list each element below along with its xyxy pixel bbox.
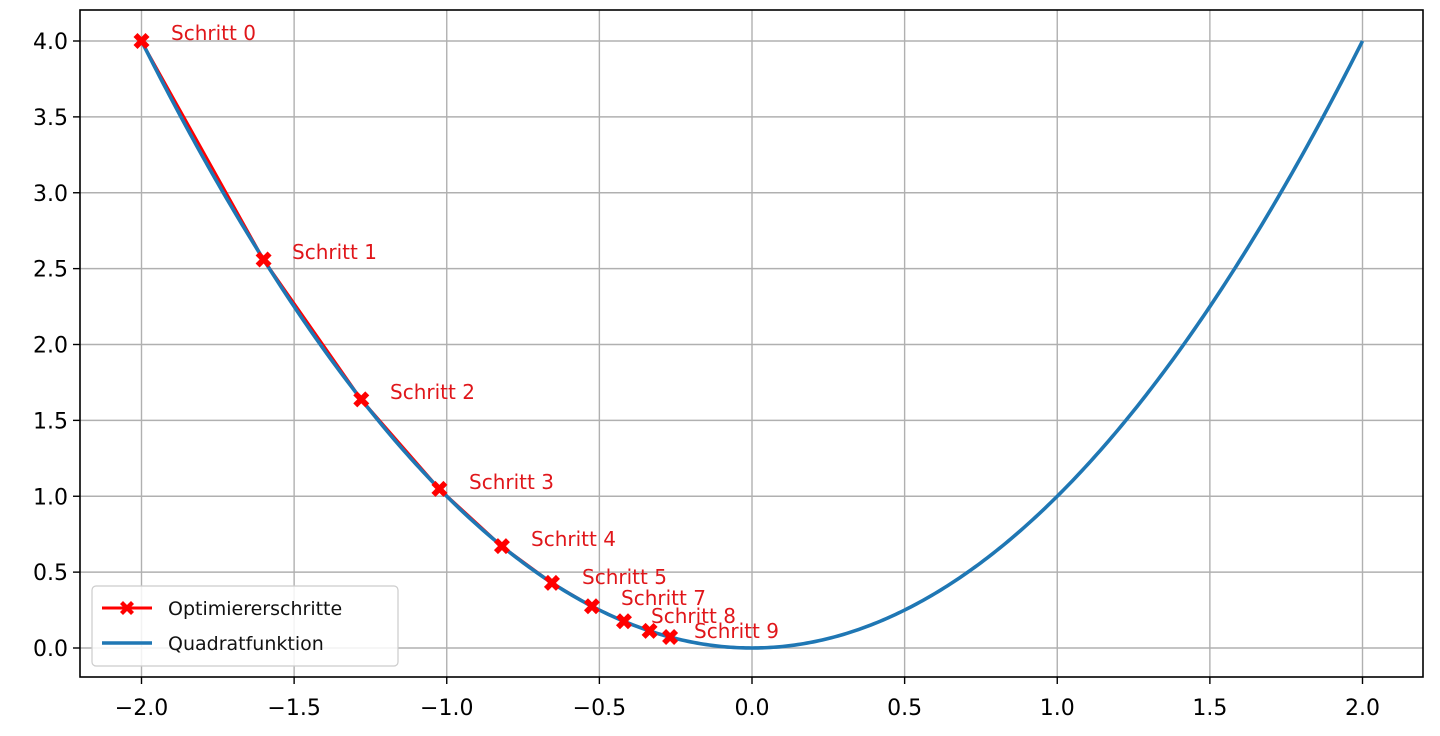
x-tick-label: −2.0 [115,696,168,721]
legend-label-optimizer: Optimiererschritte [168,598,342,620]
x-marker-icon [543,574,560,591]
x-tick-label: 1.0 [1040,696,1075,721]
step-label: Schritt 3 [469,470,554,494]
x-marker-icon [662,629,679,646]
x-tick-label: −1.0 [420,696,473,721]
x-marker-icon [133,33,150,49]
y-axis: 0.0 0.5 1.0 1.5 2.0 2.5 3.0 3.5 4.0 [33,30,80,662]
y-tick-label: 1.0 [33,485,68,510]
quadratic-line [139,40,1365,650]
step-label: Schritt 0 [171,21,256,45]
y-tick-label: 4.0 [33,30,68,55]
x-tick-label: 1.5 [1192,696,1227,721]
x-marker-icon [120,601,134,615]
x-marker-icon [641,622,658,639]
step-label: Schritt 5 [582,565,667,589]
x-marker-icon [583,598,600,615]
y-tick-label: 2.5 [33,258,68,283]
step-label: Schritt 1 [292,240,377,264]
y-tick-label: 3.5 [33,106,68,131]
x-marker-icon [493,538,510,555]
x-tick-label: −1.5 [267,696,320,721]
x-marker-icon [353,391,370,408]
y-tick-label: 3.0 [33,182,68,207]
step-label: Schritt 9 [694,619,779,643]
x-marker-icon [255,251,272,268]
step-label: Schritt 2 [390,380,475,404]
step-label: Schritt 8 [651,604,736,628]
legend-box [91,585,399,667]
legend: Optimiererschritte Quadratfunktion [91,585,399,667]
y-tick-label: 2.0 [33,334,68,359]
x-tick-label: −0.5 [573,696,626,721]
step-label: Schritt 4 [531,527,616,551]
y-tick-label: 1.5 [33,409,68,434]
legend-label-quadratic: Quadratfunktion [168,633,324,655]
x-marker-icon [431,480,448,497]
grid [80,10,1423,677]
x-tick-label: 2.0 [1345,696,1380,721]
step-label: Schritt 7 [621,586,706,610]
x-axis: −2.0 −1.5 −1.0 −0.5 0.0 0.5 1.0 1.5 2.0 [115,677,1380,721]
x-tick-label: 0.5 [887,696,922,721]
x-tick-label: 0.0 [735,696,770,721]
y-tick-label: 0.5 [33,561,68,586]
x-marker-icon [615,613,632,630]
step-annotations: Schritt 0 Schritt 1 Schritt 2 Schritt 3 Schr… [171,21,779,643]
y-tick-label: 0.0 [33,637,68,662]
